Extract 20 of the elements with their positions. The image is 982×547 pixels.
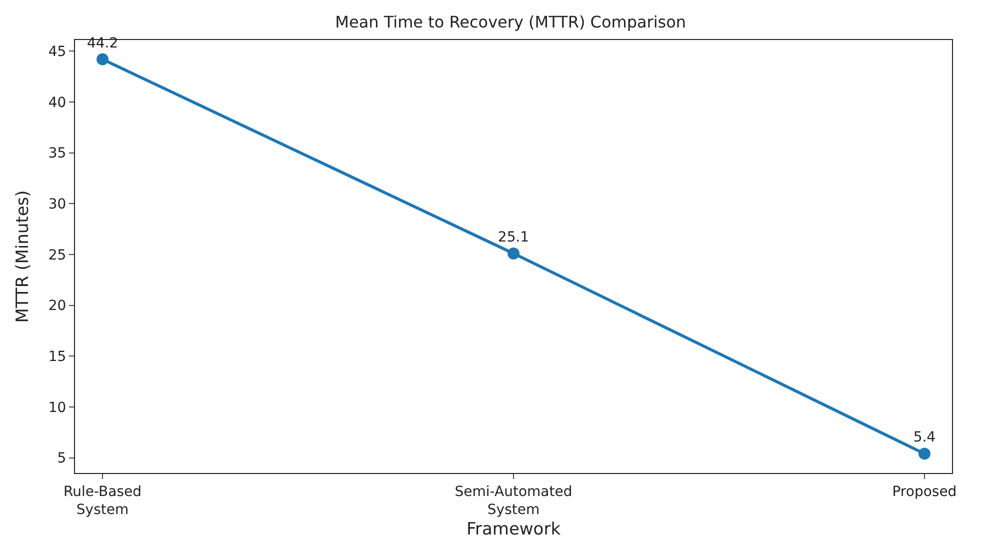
y-tick-label: 40 — [48, 94, 66, 111]
point — [96, 53, 109, 66]
chart-title: Mean Time to Recovery (MTTR) Comparison — [335, 12, 686, 32]
y-tick-label: 35 — [48, 146, 66, 162]
y-tick-label: 45 — [48, 44, 66, 60]
y-tick-label: 15 — [48, 349, 66, 366]
y-tick-label: 30 — [48, 196, 66, 213]
x-tick-label: Proposed — [892, 484, 957, 500]
x-tick-label: Semi-Automated System — [454, 484, 572, 518]
y-tick-label: 5 — [57, 450, 66, 467]
data-label: 25.1 — [498, 229, 530, 246]
x-axis-title: Framework — [466, 519, 561, 540]
y-tick-label: 25 — [48, 247, 66, 264]
data-label: 5.4 — [913, 430, 936, 446]
y-tick-label: 20 — [48, 298, 66, 314]
y-tick-label: 10 — [48, 400, 66, 416]
y-axis-title: MTTR (Minutes) — [12, 190, 33, 323]
x-tick-label: Rule-Based System — [64, 484, 142, 518]
point — [508, 247, 520, 260]
point — [918, 448, 930, 460]
